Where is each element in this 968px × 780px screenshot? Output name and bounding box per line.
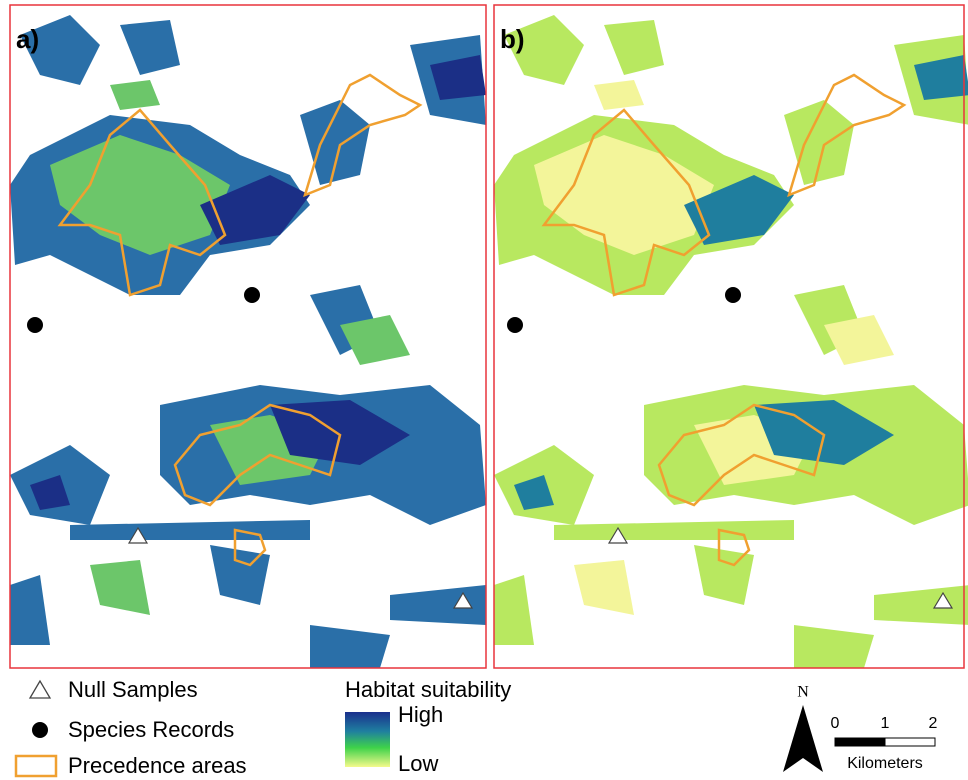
scale-tick: 1 <box>881 715 890 732</box>
map-figure: a) b) Null Samples Species Records <box>0 0 968 780</box>
page: {"panels": [{"label": "a)"}, {"label": "… <box>0 0 968 780</box>
legend-label: Precedence areas <box>68 753 247 778</box>
north-label: N <box>797 684 809 701</box>
scale-tick: 0 <box>831 715 840 732</box>
legend-label: Null Samples <box>68 677 198 702</box>
north-arrow: N <box>783 684 823 772</box>
colorbar-low: Low <box>398 751 438 776</box>
panel-a: a) <box>10 5 486 668</box>
scale-unit: Kilometers <box>847 755 923 772</box>
legend: Null Samples Species Records Precedence … <box>16 677 511 778</box>
panel-label: b) <box>500 24 525 54</box>
legend-label: Species Records <box>68 717 234 742</box>
panel-b: b) <box>494 5 968 668</box>
scale-tick: 2 <box>929 715 938 732</box>
scale-bar: 0 1 2 Kilometers <box>831 715 938 772</box>
colorbar-title: Habitat suitability <box>345 677 511 702</box>
panel-label: a) <box>16 24 39 54</box>
colorbar-high: High <box>398 702 443 727</box>
